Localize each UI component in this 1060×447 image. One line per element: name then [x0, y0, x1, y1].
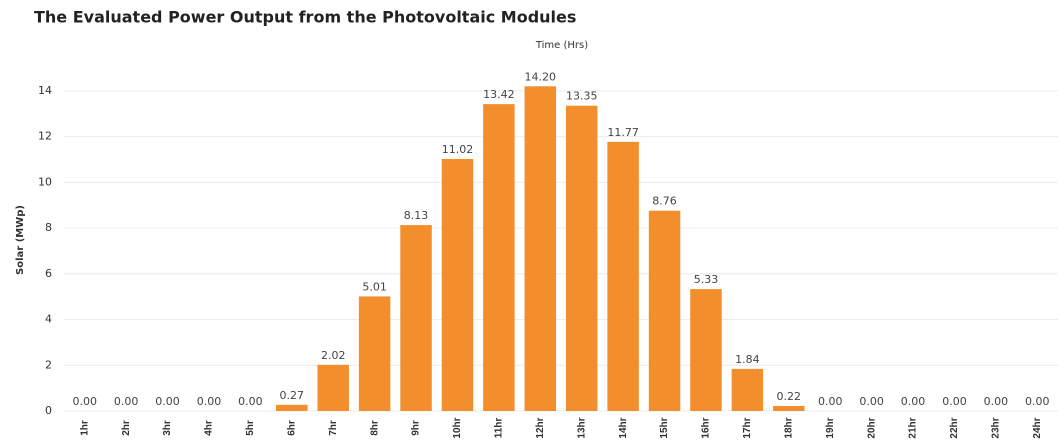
x-tick-label: 10hr	[452, 417, 463, 438]
x-tick-label: 20hr	[866, 417, 877, 438]
x-tick-label: 8hr	[369, 420, 380, 436]
x-tick-label: 23hr	[991, 417, 1002, 438]
x-tick-label: 24hr	[1032, 417, 1043, 438]
value-label: 0.00	[72, 395, 97, 408]
bar	[690, 289, 722, 411]
y-tick-label: 14	[38, 84, 52, 97]
y-tick-label: 2	[45, 358, 52, 371]
y-tick-label: 0	[45, 404, 52, 417]
bar	[773, 405, 805, 411]
value-label: 8.76	[652, 195, 677, 208]
value-label: 0.00	[114, 395, 139, 408]
value-label: 0.00	[818, 395, 843, 408]
bar	[565, 105, 598, 411]
x-tick-label: 6hr	[286, 420, 297, 436]
value-label: 13.35	[566, 90, 598, 103]
value-label: 0.00	[901, 395, 926, 408]
value-label: 0.00	[155, 395, 180, 408]
y-tick-label: 6	[45, 267, 52, 280]
value-label: 0.00	[984, 395, 1009, 408]
x-tick-label: 18hr	[783, 417, 794, 438]
x-tick-label: 9hr	[411, 420, 422, 436]
x-tick-label: 2hr	[121, 420, 132, 436]
bar	[483, 104, 515, 411]
x-tick-label: 11hr	[494, 418, 505, 439]
bar	[358, 296, 391, 411]
x-tick-label: 16hr	[701, 417, 712, 438]
value-label: 0.00	[859, 395, 884, 408]
x-tick-label: 19hr	[825, 417, 836, 438]
value-label: 13.42	[483, 88, 515, 101]
x-tick-label: 7hr	[328, 420, 339, 436]
x-tick-label: 17hr	[742, 417, 753, 438]
value-label: 1.84	[735, 353, 760, 366]
x-tick-label: 3hr	[162, 420, 173, 436]
bar	[731, 368, 764, 411]
y-tick-label: 4	[45, 313, 52, 326]
x-tick-label: 15hr	[659, 417, 670, 438]
value-label: 8.13	[404, 209, 429, 222]
x-tick-label: 22hr	[949, 417, 960, 438]
bar	[607, 141, 639, 412]
bar	[317, 364, 349, 411]
value-label: 0.27	[280, 389, 305, 402]
y-tick-label: 10	[38, 175, 52, 188]
bar	[276, 404, 308, 411]
x-tick-label: 1hr	[79, 420, 90, 436]
value-label: 0.00	[942, 395, 967, 408]
bar	[524, 86, 557, 411]
chart-title: The Evaluated Power Output from the Phot…	[34, 8, 576, 27]
value-label: 5.01	[362, 280, 387, 293]
value-label: 0.00	[197, 395, 222, 408]
value-label: 0.22	[777, 390, 802, 403]
value-label: 0.00	[1025, 395, 1050, 408]
value-label: 2.02	[321, 349, 346, 362]
x-axis-title: Time (Hrs)	[535, 40, 588, 51]
value-label: 11.77	[607, 126, 639, 139]
value-label: 0.00	[238, 395, 263, 408]
y-tick-label: 8	[45, 221, 52, 234]
x-tick-label: 13hr	[576, 417, 587, 438]
y-tick-label: 12	[38, 130, 52, 143]
x-tick-label: 12hr	[535, 417, 546, 438]
bar	[441, 159, 474, 411]
x-tick-label: 5hr	[245, 420, 256, 436]
x-tick-label: 21hr	[908, 417, 919, 438]
value-label: 14.20	[525, 70, 557, 83]
x-tick-label: 4hr	[204, 420, 215, 436]
value-label: 5.33	[694, 273, 719, 286]
bar	[648, 210, 681, 411]
value-label: 11.02	[442, 143, 474, 156]
y-axis-title: Solar (MWp)	[15, 205, 26, 275]
bar	[400, 225, 432, 411]
x-tick-label: 14hr	[618, 417, 629, 438]
